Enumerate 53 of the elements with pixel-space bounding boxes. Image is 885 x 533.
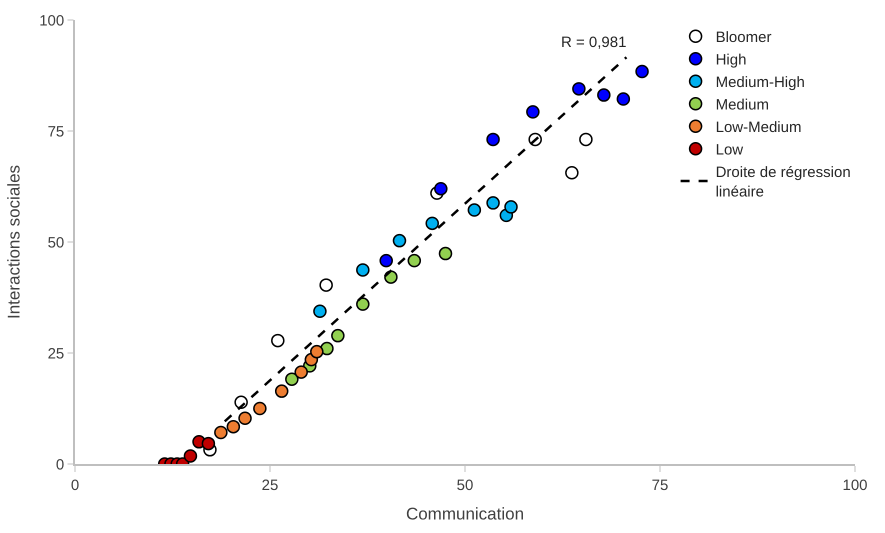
legend-label: Medium-High [716,74,805,92]
point [486,132,500,146]
point [579,132,593,146]
legend-label: High [716,52,746,69]
point [202,436,216,450]
y-tick-label: 75 [48,123,64,140]
point [253,402,267,416]
point [271,334,285,348]
point [468,203,482,217]
point [504,200,518,214]
point [313,304,327,318]
y-tick-label: 25 [48,345,64,362]
x-tick-label: 25 [262,476,278,494]
point [379,254,393,268]
point [565,166,579,180]
point [392,234,406,248]
legend-label: Bloomer [716,29,772,46]
point [486,196,500,210]
point [184,449,198,463]
y-axis-title: Interactions sociales [4,164,24,320]
x-tick-label: 0 [70,476,80,494]
point [425,216,439,230]
x-axis-title: Communication [406,504,524,524]
point [310,344,324,358]
y-tick-label: 0 [56,456,64,474]
point [616,92,630,106]
point [572,82,586,96]
point [319,278,333,292]
point [408,254,422,268]
point [274,384,288,398]
point [285,372,299,386]
point [356,297,370,311]
point [526,105,540,119]
point [331,328,345,342]
point [597,88,611,102]
point [226,420,240,434]
legend-label: Low [716,142,744,159]
x-tick-label: 50 [456,476,474,494]
point [438,246,452,260]
point [214,426,228,440]
x-tick-label: 75 [652,476,668,494]
point [434,182,448,196]
x-tick-label: 100 [842,476,868,494]
annotation: R = 0,981 [561,34,626,51]
point [635,64,649,78]
legend-label: Droite de régression linéaire [716,164,851,201]
y-tick-label: 50 [48,234,64,252]
legend-label: Low-Medium [716,119,802,136]
y-tick-label: 100 [39,12,64,30]
legend-label: Medium [716,96,769,114]
point [294,365,308,379]
point [238,412,252,426]
point [356,263,370,277]
